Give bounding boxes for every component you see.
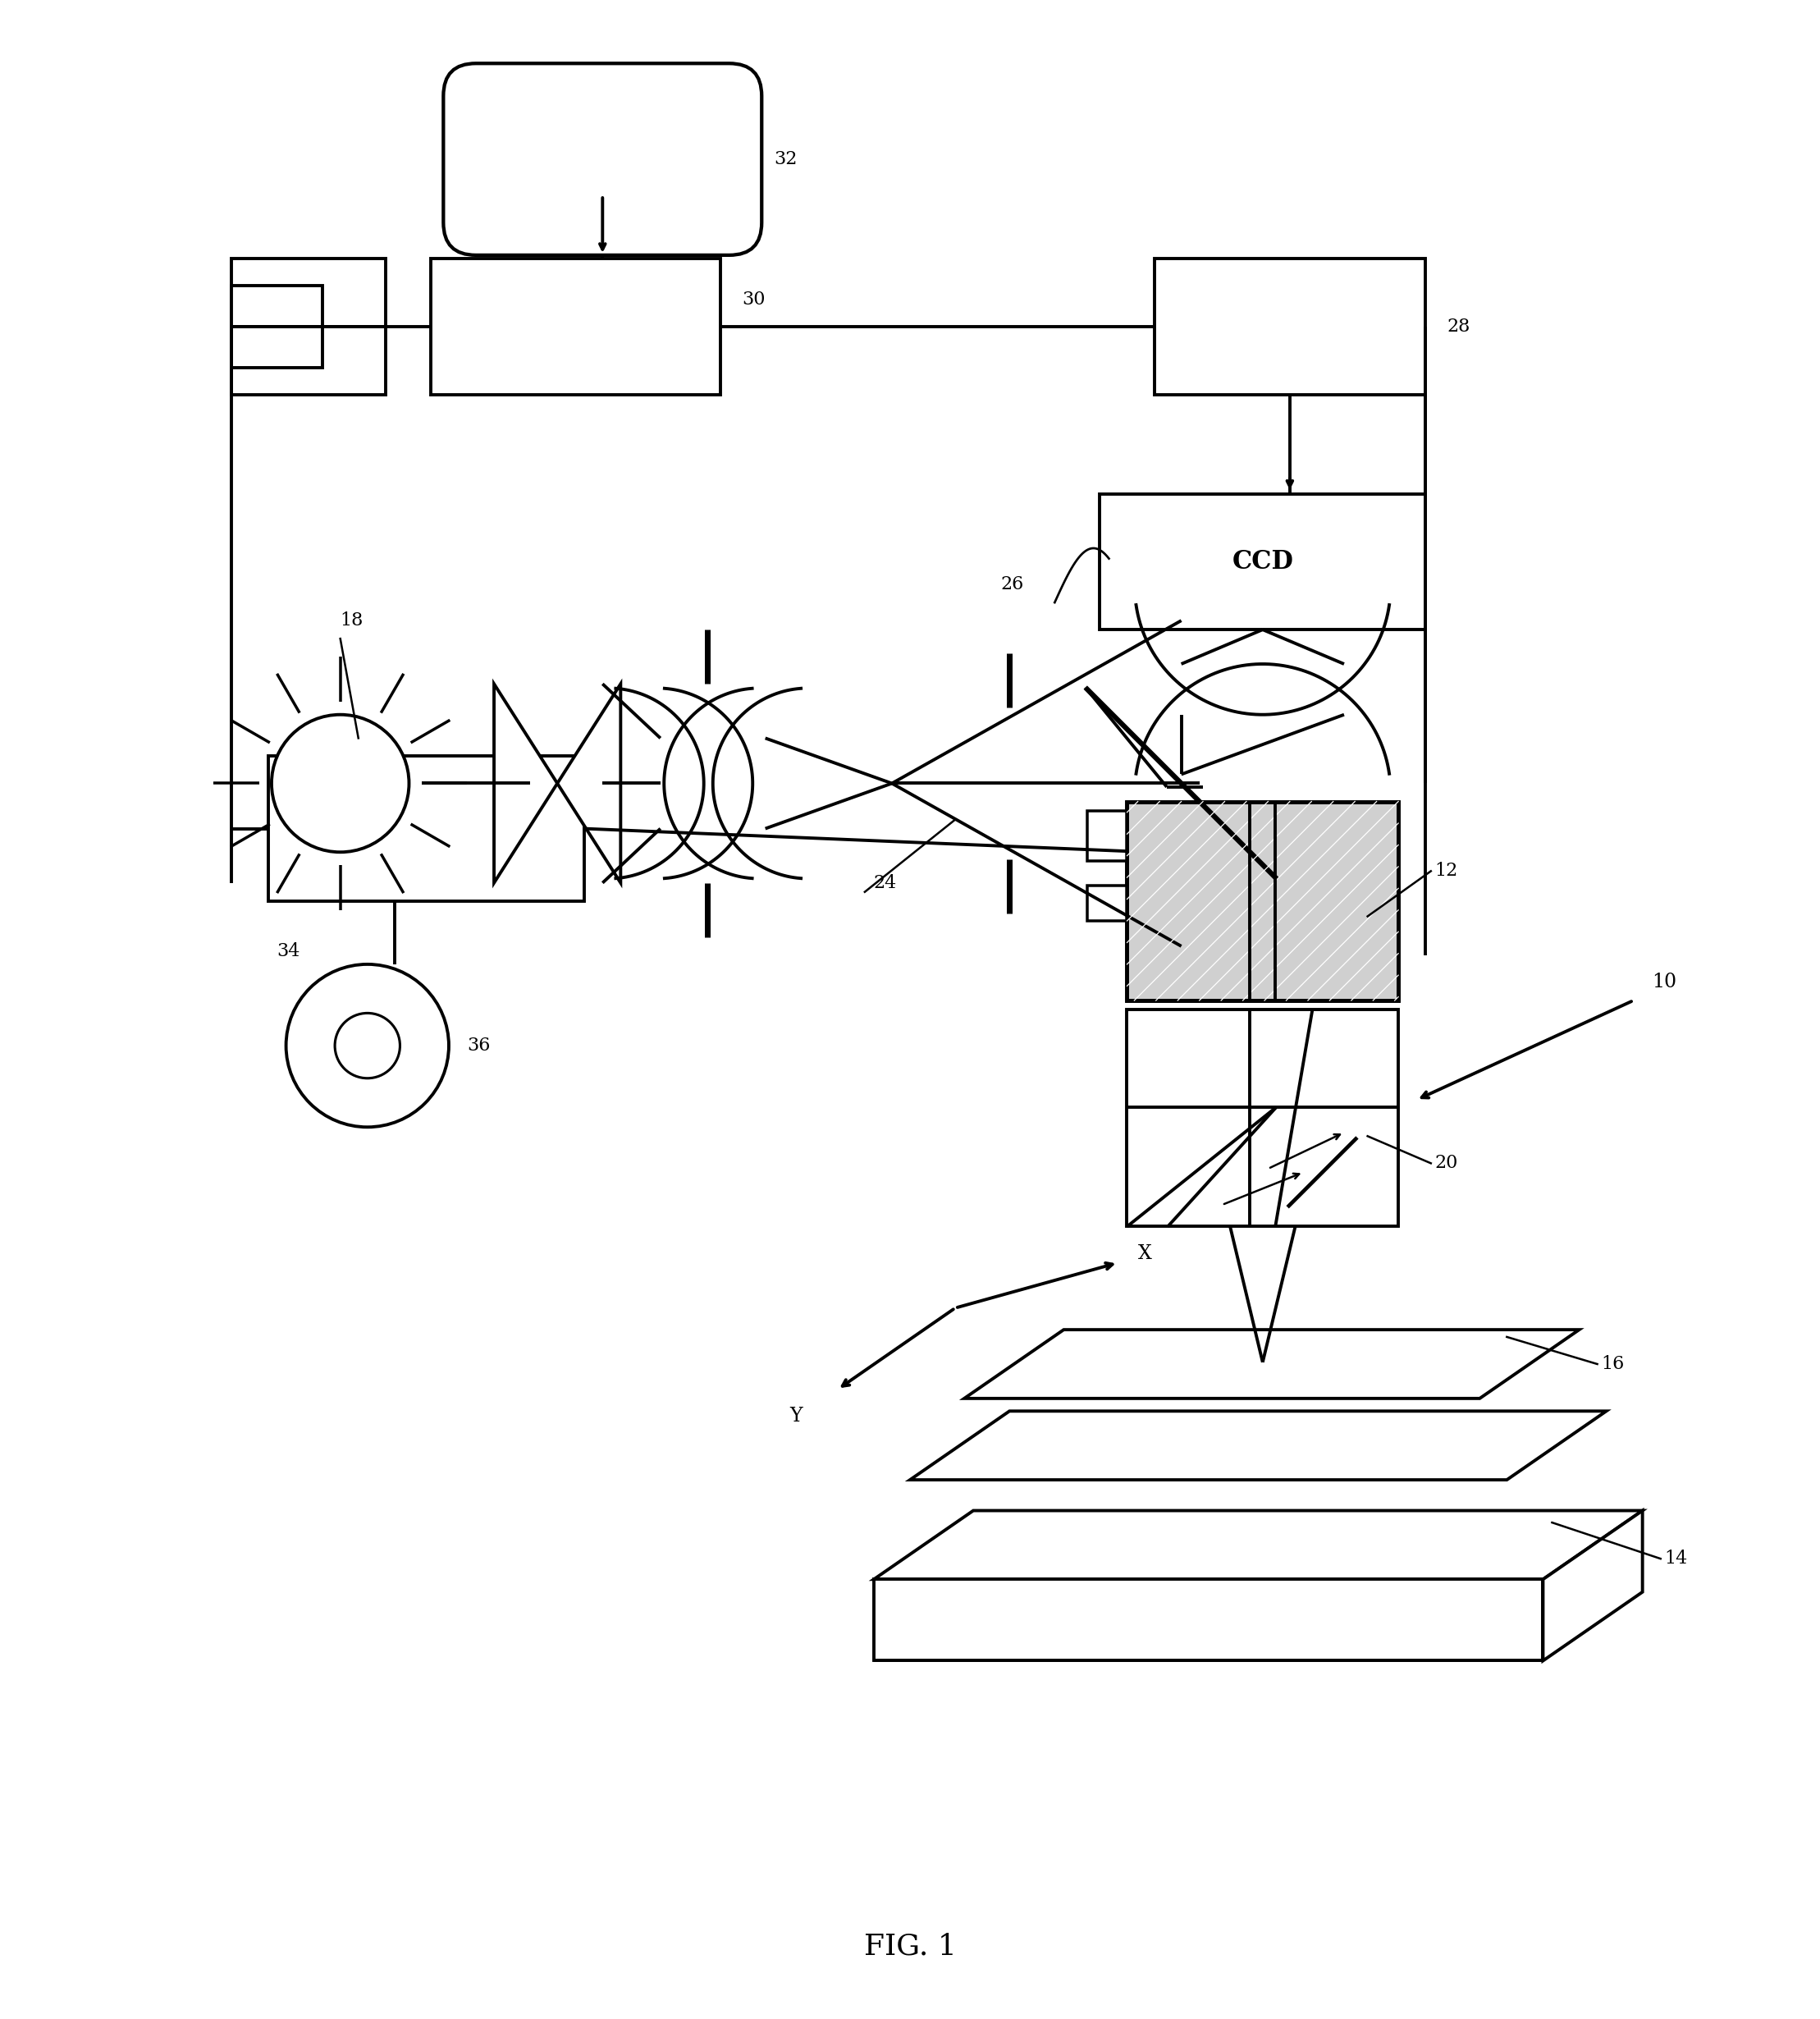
Text: 12: 12 bbox=[1434, 862, 1458, 880]
Text: 28: 28 bbox=[1447, 317, 1471, 335]
Text: 10: 10 bbox=[1651, 973, 1676, 991]
Bar bbox=[1127, 1009, 1398, 1228]
Polygon shape bbox=[557, 684, 621, 882]
Polygon shape bbox=[874, 1510, 1642, 1579]
Polygon shape bbox=[965, 1331, 1580, 1399]
Circle shape bbox=[286, 965, 450, 1127]
Text: 20: 20 bbox=[1434, 1155, 1458, 1173]
Bar bbox=[1087, 810, 1127, 862]
Bar bbox=[1099, 495, 1425, 630]
Text: 18: 18 bbox=[340, 612, 364, 630]
Polygon shape bbox=[1543, 1510, 1642, 1662]
Text: CCD: CCD bbox=[1232, 549, 1294, 575]
Text: 24: 24 bbox=[874, 874, 897, 892]
Text: 14: 14 bbox=[1663, 1551, 1687, 1567]
Text: 26: 26 bbox=[1001, 575, 1023, 594]
Bar bbox=[1154, 258, 1425, 394]
Polygon shape bbox=[493, 684, 557, 882]
Bar bbox=[268, 757, 584, 900]
Bar bbox=[1127, 802, 1398, 1001]
Circle shape bbox=[271, 715, 410, 852]
Bar bbox=[231, 258, 386, 394]
Text: 30: 30 bbox=[743, 291, 764, 309]
Text: 34: 34 bbox=[277, 943, 300, 961]
FancyBboxPatch shape bbox=[444, 63, 763, 254]
Bar bbox=[231, 287, 322, 367]
Text: 16: 16 bbox=[1602, 1355, 1623, 1373]
Polygon shape bbox=[874, 1579, 1543, 1662]
Text: 32: 32 bbox=[774, 149, 797, 168]
Polygon shape bbox=[910, 1411, 1607, 1480]
Bar bbox=[1087, 886, 1127, 921]
Bar bbox=[1127, 802, 1398, 1001]
Circle shape bbox=[335, 1014, 400, 1078]
Text: Y: Y bbox=[790, 1407, 803, 1425]
Bar bbox=[431, 258, 721, 394]
Text: FIG. 1: FIG. 1 bbox=[864, 1932, 956, 1960]
Text: 36: 36 bbox=[468, 1036, 490, 1054]
Text: X: X bbox=[1138, 1244, 1152, 1264]
